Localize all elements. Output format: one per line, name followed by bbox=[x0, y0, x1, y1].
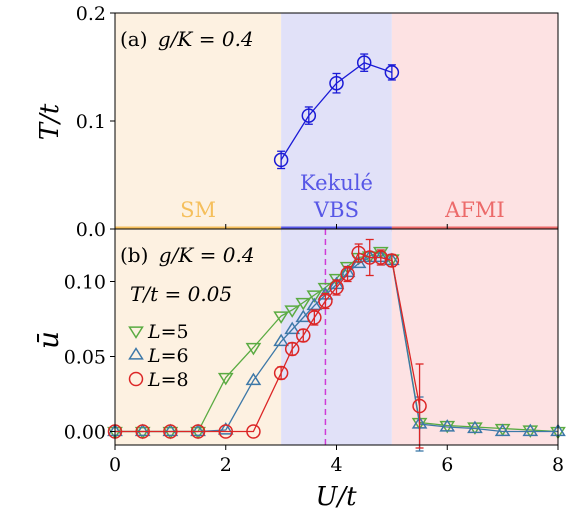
data-point bbox=[284, 305, 301, 318]
data-point bbox=[384, 253, 400, 268]
series-0 bbox=[273, 53, 400, 170]
panel-b-label: (b) g/K = 0.4 bbox=[120, 243, 255, 267]
data-point bbox=[317, 282, 334, 296]
data-point bbox=[329, 75, 344, 91]
panel-b: 0.00 0.05 0.10 0 2 4 6 8 (b) g/K = 0.4 T/t = 0.… bbox=[32, 228, 566, 512]
region-bg-sm bbox=[115, 229, 282, 445]
data-point bbox=[522, 423, 539, 437]
data-point bbox=[273, 311, 289, 324]
legend-entry: L=8 bbox=[128, 369, 189, 391]
data-point bbox=[362, 250, 377, 265]
data-point bbox=[273, 333, 289, 347]
panel-a-param: g/K = 0.4 bbox=[158, 27, 254, 51]
data-point bbox=[295, 297, 312, 311]
data-point bbox=[340, 266, 355, 282]
data-point bbox=[372, 246, 389, 260]
data-point bbox=[284, 341, 300, 357]
data-point bbox=[273, 152, 289, 168]
data-point bbox=[163, 424, 178, 439]
region-bg-kekulé bbox=[281, 229, 392, 445]
data-point bbox=[306, 290, 323, 303]
x-axis-label: U/t bbox=[315, 482, 357, 512]
y-tick-label: 0.2 bbox=[76, 3, 106, 25]
data-point bbox=[162, 423, 179, 437]
panel-b-temperature: T/t = 0.05 bbox=[130, 282, 232, 306]
y-tick-label: 0.0 bbox=[76, 219, 106, 241]
y-tick-label: 0.1 bbox=[76, 111, 106, 133]
x-tick-label: 4 bbox=[330, 454, 342, 476]
legend-marker bbox=[128, 326, 144, 339]
legend: L=5L=6L=8 bbox=[128, 321, 189, 391]
legend-entry: L=6 bbox=[128, 345, 189, 367]
data-point bbox=[301, 108, 317, 123]
data-point bbox=[135, 424, 150, 439]
series-line bbox=[115, 252, 421, 433]
region-bg-afmi bbox=[391, 13, 558, 229]
legend-label: L=5 bbox=[147, 321, 189, 343]
data-point bbox=[329, 280, 344, 295]
data-point bbox=[218, 424, 233, 439]
data-point bbox=[134, 426, 151, 440]
region-bg-sm bbox=[115, 13, 282, 229]
x-tick-label: 0 bbox=[109, 454, 121, 476]
data-point bbox=[494, 423, 511, 437]
x-tick-label: 6 bbox=[441, 454, 453, 476]
region-label-kekule: Kekulé bbox=[300, 171, 373, 195]
y-tick-label: 0.10 bbox=[64, 272, 106, 294]
panel-a-ylabel: T/t bbox=[35, 103, 65, 140]
data-point bbox=[162, 426, 179, 440]
data-point bbox=[217, 372, 234, 386]
data-point bbox=[190, 424, 206, 439]
data-point bbox=[439, 419, 456, 432]
series-l-8 bbox=[107, 238, 427, 449]
region-label-vbs: VBS bbox=[313, 198, 359, 222]
legend-label: L=6 bbox=[147, 345, 189, 367]
y-tick-label: 0.00 bbox=[64, 422, 106, 444]
data-point bbox=[273, 365, 289, 381]
data-point bbox=[217, 422, 234, 435]
data-point bbox=[190, 426, 206, 440]
data-point bbox=[296, 328, 311, 343]
panel-b-param: g/K = 0.4 bbox=[159, 243, 255, 267]
region-label-sm: SM bbox=[180, 198, 216, 222]
panel-b-ylabel: ū bbox=[32, 331, 65, 349]
region-label-afmi: AFMI bbox=[444, 198, 505, 222]
x-tick-label: 8 bbox=[552, 454, 564, 476]
legend-entry: L=5 bbox=[128, 321, 189, 343]
data-point bbox=[134, 423, 151, 437]
data-point bbox=[467, 420, 483, 434]
y-tick-label: 0.05 bbox=[64, 347, 106, 369]
data-point bbox=[356, 55, 372, 70]
data-point bbox=[318, 293, 333, 309]
data-point bbox=[373, 250, 389, 265]
region-bg-kekulé bbox=[281, 13, 392, 229]
data-point bbox=[384, 65, 400, 80]
data-point bbox=[412, 398, 427, 414]
data-point bbox=[245, 372, 262, 386]
data-point bbox=[295, 309, 312, 323]
data-point bbox=[190, 423, 206, 437]
legend-label: L=8 bbox=[147, 369, 189, 391]
panel-a-label: (a) g/K = 0.4 bbox=[120, 27, 254, 51]
x-tick-label: 2 bbox=[220, 454, 232, 476]
data-point bbox=[284, 321, 301, 335]
data-point bbox=[307, 310, 322, 325]
data-point bbox=[246, 424, 261, 439]
legend-marker bbox=[128, 347, 144, 360]
data-point bbox=[245, 342, 262, 356]
legend-marker bbox=[128, 371, 144, 387]
